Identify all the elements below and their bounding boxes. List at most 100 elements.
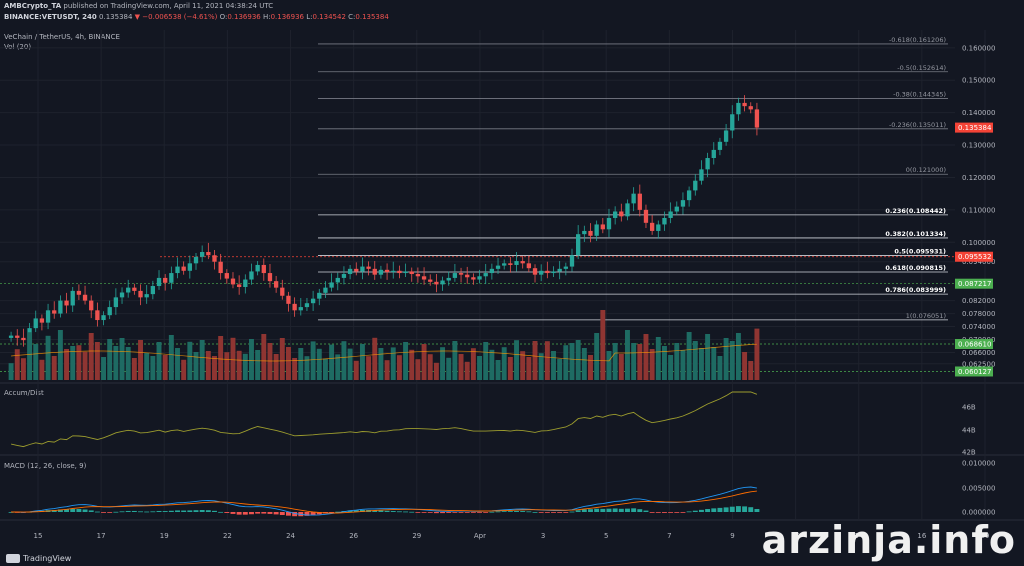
candle-body: [378, 269, 384, 275]
price-tick-label: 0.120000: [962, 174, 995, 182]
candle-body: [662, 217, 667, 225]
candle-body: [514, 261, 519, 265]
volume-bar: [655, 337, 661, 380]
volume-bar: [489, 349, 495, 380]
volume-bar: [304, 356, 310, 380]
tradingview-logo[interactable]: TradingView: [6, 554, 71, 563]
macd-histogram-bar: [82, 509, 88, 512]
macd-histogram-bar: [8, 512, 14, 513]
macd-histogram-bar: [131, 510, 137, 512]
candle-body: [230, 278, 236, 285]
accum-dist-title[interactable]: Accum/Dist: [4, 389, 44, 397]
price-tag: [955, 251, 993, 262]
low-label: L:: [306, 13, 313, 21]
macd-histogram-bar: [748, 507, 754, 512]
volume-bar: [366, 356, 372, 380]
volume-bar: [618, 354, 624, 380]
macd-tick-label: 0.005000: [962, 485, 995, 493]
candle-body: [625, 203, 630, 217]
volume-bar: [242, 353, 248, 380]
macd-histogram-bar: [668, 512, 674, 513]
macd-histogram-bar: [680, 512, 686, 513]
macd-histogram-bar: [279, 512, 285, 516]
candle-body: [39, 318, 45, 323]
price-tick-label: 0.100000: [962, 239, 995, 247]
candle-body: [384, 269, 390, 273]
macd-histogram-bar: [563, 512, 569, 513]
volume-bar: [452, 341, 458, 380]
main-pane-title[interactable]: VeChain / TetherUS, 4h, BINANCE: [4, 33, 120, 41]
candle-body: [243, 279, 248, 287]
x-tick-label: 29: [412, 532, 421, 540]
macd-histogram-bar: [588, 509, 593, 512]
price-tick-label: 0.066000: [962, 349, 995, 357]
author-name[interactable]: AMBCrypto_TA: [4, 2, 62, 10]
fib-label: 1(0.076051): [906, 312, 946, 320]
candle-body: [132, 287, 137, 291]
macd-histogram-bar: [390, 511, 396, 512]
volume-bar: [649, 349, 655, 380]
fib-label: 0(0.121000): [906, 166, 946, 174]
candle-body: [674, 206, 679, 212]
volume-bar: [107, 339, 113, 380]
candle-body: [317, 292, 322, 299]
macd-histogram-bar: [723, 507, 729, 512]
x-tick-label: 15: [34, 532, 43, 540]
candle-body: [656, 224, 661, 231]
candle-body: [748, 106, 753, 110]
macd-histogram-bar: [433, 512, 439, 514]
macd-histogram-bar: [261, 512, 267, 514]
volume-bar: [742, 352, 748, 380]
signal-line: [11, 490, 757, 514]
candle-body: [218, 261, 223, 274]
candle-body: [600, 224, 605, 230]
candle-body: [403, 271, 408, 274]
macd-histogram-bar: [544, 512, 550, 513]
candle-body: [298, 307, 303, 311]
volume-bar: [212, 356, 217, 380]
candle-body: [138, 290, 143, 298]
symbol-label[interactable]: BINANCE:VETUSDT, 240: [4, 13, 97, 21]
macd-histogram-bar: [625, 508, 630, 512]
volume-bar: [27, 332, 33, 380]
macd-histogram-bar: [249, 512, 254, 515]
volume-bar: [501, 347, 507, 380]
macd-histogram-bar: [655, 512, 661, 513]
volume-bar: [335, 354, 341, 380]
volume-pane-title[interactable]: Vol (20): [4, 43, 32, 51]
macd-histogram-bar: [698, 509, 704, 512]
candle-body: [76, 290, 82, 295]
volume-bar: [625, 330, 630, 380]
macd-histogram-bar: [501, 511, 507, 512]
macd-histogram-bar: [168, 510, 174, 512]
macd-title[interactable]: MACD (12, 26, close, 9): [4, 462, 87, 470]
macd-histogram-bar: [162, 511, 168, 512]
macd-histogram-bar: [285, 512, 291, 516]
volume-bar: [316, 348, 322, 380]
fib-label: -0.5(0.152614): [897, 64, 946, 72]
macd-histogram-bar: [526, 511, 532, 513]
candle-body: [699, 169, 704, 181]
macd-histogram-bar: [372, 510, 378, 512]
price-tag-label: 0.135384: [958, 124, 992, 132]
price-tag: [955, 338, 993, 349]
candle-body: [680, 200, 686, 207]
macd-histogram-bar: [218, 511, 224, 513]
price-tick-label: 0.160000: [962, 44, 995, 52]
candle-body: [58, 300, 63, 314]
volume-bar: [427, 354, 433, 380]
macd-histogram-bar: [452, 512, 458, 513]
candle-body: [187, 263, 192, 271]
volume-bar: [409, 349, 415, 380]
candle-body: [637, 193, 642, 210]
macd-histogram-bar: [255, 512, 261, 514]
candle-body: [113, 297, 119, 308]
volume-bar: [464, 361, 470, 380]
candle-body: [483, 273, 488, 277]
macd-histogram-bar: [107, 512, 113, 513]
candle-body: [649, 222, 655, 231]
price-tick-label: 0.074000: [962, 323, 995, 331]
macd-histogram-bar: [507, 511, 513, 512]
macd-histogram-bar: [64, 509, 70, 512]
